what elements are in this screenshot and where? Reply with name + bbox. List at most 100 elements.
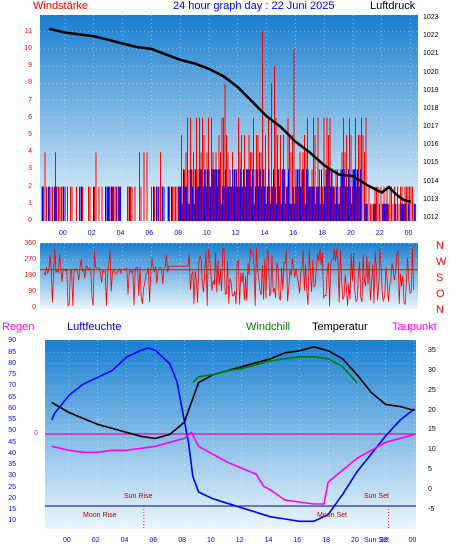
hour-tick-label: 00 bbox=[408, 537, 417, 544]
chart-title: 24 hour graph day : 22 Juni 2025 bbox=[173, 0, 335, 12]
wind-tick-label: 1 bbox=[28, 199, 32, 207]
direction-tick-label: 180 bbox=[24, 272, 36, 279]
hour-tick-label: 16 bbox=[293, 537, 302, 544]
hour-tick-label: 20 bbox=[347, 230, 355, 237]
hour-tick-label: 00 bbox=[59, 230, 67, 237]
legend-windchill: Windchill bbox=[246, 321, 291, 333]
series-line-windchill bbox=[192, 355, 358, 384]
humidity-tick-label: 50 bbox=[8, 427, 16, 435]
temperature-tick-label: 5 bbox=[428, 466, 432, 474]
moon-rise-label: Moon Rise bbox=[83, 512, 117, 519]
direction-tick-label: 0 bbox=[32, 304, 36, 311]
pressure-line bbox=[48, 27, 411, 203]
wind-tick-label: 10 bbox=[24, 45, 32, 52]
hour-tick-label: 08 bbox=[174, 230, 182, 237]
humidity-tick-label: 80 bbox=[8, 359, 16, 367]
legend-taupunkt: Taupunkt bbox=[392, 321, 437, 333]
humidity-tick-label: 60 bbox=[8, 404, 16, 412]
series-line-taupunkt bbox=[51, 431, 415, 505]
compass-label: N bbox=[436, 240, 444, 252]
wind-tick-label: 3 bbox=[28, 165, 32, 173]
hour-tick-label: 18 bbox=[318, 230, 326, 237]
wind-tick-label: 11 bbox=[24, 27, 32, 35]
wind-tick-label: 4 bbox=[28, 148, 32, 156]
pressure-tick-label: 1017 bbox=[423, 123, 439, 131]
pressure-tick-label: 1015 bbox=[423, 159, 439, 167]
compass-label: O bbox=[436, 288, 445, 300]
wind-tick-label: 2 bbox=[28, 182, 32, 190]
hour-tick-label: 14 bbox=[260, 230, 269, 237]
hour-tick-label: 02 bbox=[87, 230, 96, 237]
humidity-tick-label: 20 bbox=[8, 494, 16, 502]
sunset-axis-label: Sun Set bbox=[364, 537, 389, 544]
hour-tick-label: 22 bbox=[379, 537, 388, 544]
hour-tick-label: 04 bbox=[120, 537, 129, 544]
hour-tick-label: 12 bbox=[235, 537, 244, 544]
legend-luftfeuchte: Luftfeuchte bbox=[67, 321, 122, 333]
hour-tick-label: 10 bbox=[207, 537, 215, 544]
sun-set-label: Sun Set bbox=[364, 493, 389, 500]
hour-tick-label: 18 bbox=[322, 537, 330, 544]
humidity-tick-label: 10 bbox=[8, 517, 16, 525]
pressure-tick-label: 1019 bbox=[423, 86, 439, 94]
humidity-tick-label: 70 bbox=[8, 382, 16, 390]
wind-axis-title: Windstärke bbox=[33, 0, 89, 12]
hour-tick-label: 06 bbox=[149, 537, 158, 544]
wind-tick-label: 6 bbox=[28, 113, 32, 121]
hour-tick-label: 02 bbox=[91, 537, 100, 544]
pressure-tick-label: 1018 bbox=[423, 104, 439, 112]
wind-direction-trace bbox=[43, 247, 414, 308]
hour-tick-label: 00 bbox=[63, 537, 71, 544]
hour-tick-label: 10 bbox=[203, 230, 211, 237]
legend-temperatur: Temperatur bbox=[312, 321, 368, 333]
hour-tick-label: 16 bbox=[289, 230, 298, 237]
temperature-tick-label: 30 bbox=[428, 366, 436, 374]
pressure-tick-label: 1020 bbox=[423, 68, 439, 76]
pressure-tick-label: 1012 bbox=[423, 214, 439, 221]
wind-tick-label: 5 bbox=[28, 131, 32, 138]
pressure-tick-label: 1016 bbox=[423, 141, 439, 149]
moon-set-label: Moon Set bbox=[317, 512, 347, 519]
hour-tick-label: 14 bbox=[264, 537, 273, 544]
compass-label: S bbox=[436, 272, 444, 284]
humidity-tick-label: 55 bbox=[8, 416, 16, 423]
pressure-tick-label: 1022 bbox=[423, 32, 439, 40]
humidity-tick-label: 15 bbox=[8, 506, 16, 513]
wind-tick-label: 7 bbox=[28, 96, 32, 104]
pressure-axis-title: Luftdruck bbox=[370, 0, 416, 12]
rain-zero-label: 0 bbox=[34, 430, 38, 437]
hour-tick-label: 12 bbox=[231, 230, 240, 237]
pressure-tick-label: 1021 bbox=[423, 50, 439, 58]
temperature-tick-label: 20 bbox=[428, 406, 436, 414]
humidity-tick-label: 25 bbox=[8, 483, 16, 491]
wind-tick-label: 9 bbox=[28, 62, 32, 70]
temperature-tick-label: 15 bbox=[428, 426, 436, 434]
legend-regen: Regen bbox=[2, 321, 35, 333]
humidity-tick-label: 65 bbox=[8, 393, 16, 401]
pressure-tick-label: 1023 bbox=[423, 14, 439, 21]
temperature-tick-label: 35 bbox=[428, 346, 436, 354]
compass-label: W bbox=[436, 256, 447, 268]
humidity-tick-label: 45 bbox=[8, 438, 16, 446]
humidity-tick-label: 90 bbox=[8, 337, 16, 345]
hour-tick-label: 08 bbox=[178, 537, 186, 544]
humidity-tick-label: 30 bbox=[8, 472, 16, 480]
temperature-tick-label: 25 bbox=[428, 386, 436, 394]
compass-label: N bbox=[436, 304, 444, 316]
pressure-tick-label: 1013 bbox=[423, 195, 439, 203]
pressure-tick-label: 1014 bbox=[423, 177, 439, 185]
direction-tick-label: 270 bbox=[24, 256, 36, 263]
wind-tick-label: 8 bbox=[28, 79, 32, 87]
hour-tick-label: 06 bbox=[145, 230, 154, 237]
wind-tick-label: 0 bbox=[28, 217, 32, 224]
humidity-tick-label: 85 bbox=[8, 348, 16, 356]
hour-tick-label: 04 bbox=[116, 230, 125, 237]
humidity-tick-label: 75 bbox=[8, 371, 16, 378]
temperature-tick-label: 0 bbox=[428, 486, 432, 494]
direction-tick-label: 360 bbox=[24, 240, 36, 247]
hour-tick-label: 22 bbox=[375, 230, 384, 237]
humidity-tick-label: 40 bbox=[8, 449, 16, 457]
humidity-tick-label: 35 bbox=[8, 461, 16, 468]
series-line-luftfeuchte bbox=[50, 347, 416, 523]
